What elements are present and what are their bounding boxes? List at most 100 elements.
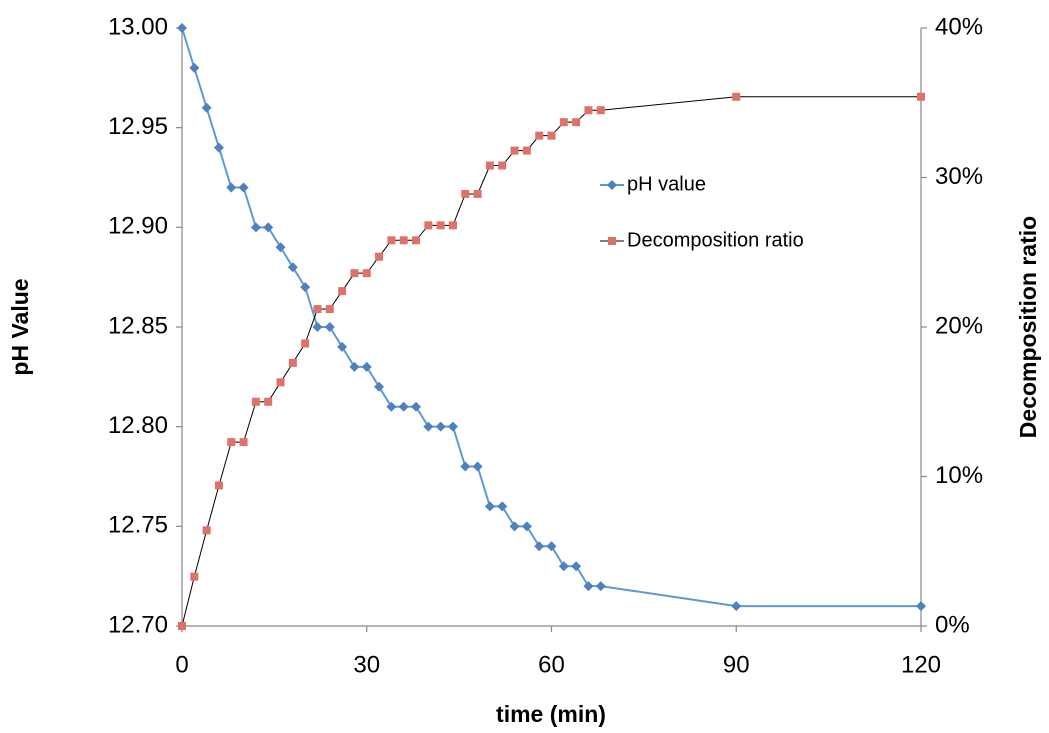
data-point bbox=[595, 581, 606, 592]
data-point bbox=[521, 521, 532, 532]
data-point bbox=[572, 118, 581, 127]
data-point bbox=[460, 461, 471, 472]
data-point bbox=[238, 182, 249, 193]
y2-tick-label: 0% bbox=[935, 611, 970, 638]
x-axis-label: time (min) bbox=[496, 701, 606, 727]
data-point bbox=[732, 92, 741, 101]
x-tick-label: 60 bbox=[538, 651, 565, 678]
x-tick-label: 90 bbox=[723, 651, 750, 678]
data-point bbox=[731, 601, 742, 612]
data-point bbox=[398, 401, 409, 412]
x-tick-label: 0 bbox=[175, 651, 188, 678]
data-point bbox=[325, 305, 334, 314]
data-point bbox=[510, 146, 519, 155]
data-point bbox=[424, 221, 433, 230]
data-point bbox=[497, 501, 508, 512]
data-point bbox=[287, 262, 298, 273]
data-point bbox=[313, 305, 322, 314]
x-tick-label: 120 bbox=[901, 651, 941, 678]
data-point bbox=[275, 242, 286, 253]
y2-tick-label: 30% bbox=[935, 163, 983, 190]
y2-tick-label: 20% bbox=[935, 312, 983, 339]
legend-marker bbox=[607, 180, 617, 190]
data-point bbox=[263, 222, 274, 233]
y2-axis-label: Decomposition ratio bbox=[1015, 216, 1041, 438]
data-point bbox=[461, 189, 470, 198]
data-point bbox=[448, 221, 457, 230]
data-point bbox=[190, 572, 199, 581]
data-point bbox=[436, 221, 445, 230]
legend-marker bbox=[608, 237, 616, 245]
data-point bbox=[571, 561, 582, 572]
data-point bbox=[227, 438, 236, 447]
y-tick-label: 12.90 bbox=[108, 213, 168, 240]
data-point bbox=[374, 381, 385, 392]
data-point bbox=[917, 92, 925, 101]
data-point bbox=[596, 106, 605, 115]
x-tick-label: 30 bbox=[353, 651, 380, 678]
data-point bbox=[362, 269, 371, 278]
data-point bbox=[300, 282, 311, 293]
y-tick-label: 12.70 bbox=[108, 611, 168, 638]
data-point bbox=[412, 236, 421, 245]
data-point bbox=[916, 601, 926, 612]
data-point bbox=[386, 401, 397, 412]
data-point bbox=[522, 146, 531, 155]
data-point bbox=[250, 222, 261, 233]
data-point bbox=[509, 521, 520, 532]
data-point bbox=[338, 287, 347, 296]
y2-tick-label: 40% bbox=[935, 13, 983, 40]
data-point bbox=[472, 461, 483, 472]
data-point bbox=[583, 581, 594, 592]
data-point bbox=[312, 322, 323, 332]
data-point bbox=[498, 161, 507, 170]
data-point bbox=[226, 182, 237, 193]
y-tick-label: 12.80 bbox=[108, 412, 168, 439]
data-point bbox=[535, 131, 544, 140]
y-axis-label: pH Value bbox=[7, 278, 33, 375]
data-point bbox=[375, 252, 384, 261]
data-point bbox=[534, 541, 545, 552]
data-point bbox=[337, 341, 348, 352]
data-point bbox=[558, 561, 569, 572]
data-point bbox=[202, 526, 211, 535]
data-point bbox=[361, 361, 372, 372]
data-point bbox=[350, 269, 359, 278]
y-tick-label: 12.85 bbox=[108, 312, 168, 339]
data-point bbox=[484, 501, 495, 512]
data-point bbox=[178, 622, 186, 630]
data-point bbox=[189, 62, 200, 73]
data-point bbox=[559, 118, 568, 127]
legend-label: Decomposition ratio bbox=[627, 229, 804, 251]
y-tick-label: 13.00 bbox=[108, 13, 168, 40]
data-point bbox=[213, 142, 224, 153]
data-point bbox=[324, 322, 335, 332]
data-point bbox=[546, 541, 557, 552]
data-point bbox=[251, 397, 260, 406]
series-line bbox=[181, 27, 921, 608]
data-point bbox=[214, 481, 223, 490]
data-point bbox=[276, 378, 285, 387]
y-tick-label: 12.75 bbox=[108, 512, 168, 539]
data-point bbox=[473, 189, 482, 198]
data-point bbox=[301, 339, 310, 348]
data-point bbox=[447, 421, 458, 432]
data-point bbox=[547, 131, 556, 140]
data-point bbox=[264, 397, 273, 406]
data-point bbox=[387, 236, 396, 245]
data-point bbox=[201, 102, 212, 113]
y2-tick-label: 10% bbox=[935, 462, 983, 489]
data-point bbox=[239, 438, 248, 447]
data-point bbox=[399, 236, 408, 245]
legend-label: pH value bbox=[627, 173, 706, 195]
data-point bbox=[177, 23, 187, 33]
data-point bbox=[288, 358, 297, 367]
data-point bbox=[435, 421, 446, 432]
data-point bbox=[349, 361, 360, 372]
data-point bbox=[423, 421, 434, 432]
data-point bbox=[485, 161, 494, 170]
data-point bbox=[411, 401, 422, 412]
y-tick-label: 12.95 bbox=[108, 113, 168, 140]
